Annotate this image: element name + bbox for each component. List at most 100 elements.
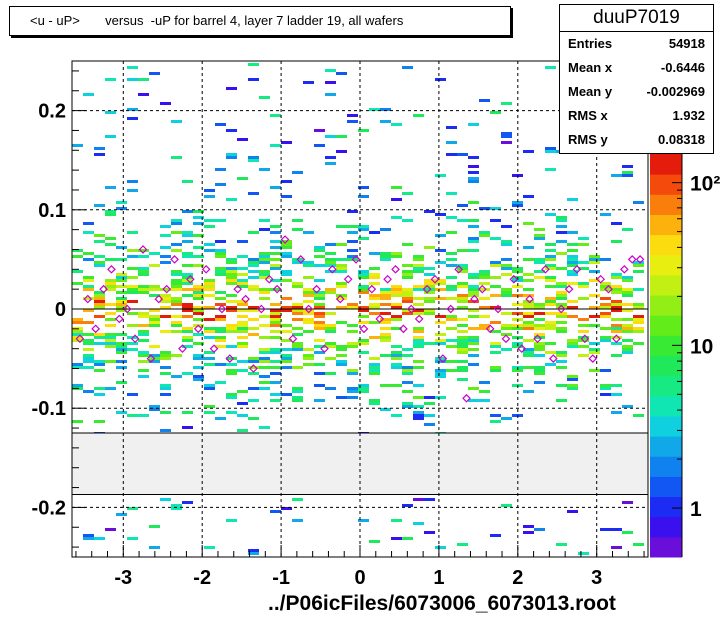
histogram-cell — [490, 534, 501, 537]
histogram-cell — [523, 303, 534, 306]
histogram-cell — [512, 279, 523, 282]
histogram-cell — [589, 315, 600, 318]
histogram-cell — [479, 288, 490, 291]
histogram-cell — [556, 315, 567, 318]
histogram-cell — [369, 336, 380, 339]
histogram-cell — [578, 345, 589, 348]
x-tick-label: 0 — [354, 567, 365, 589]
histogram-cell — [303, 309, 314, 312]
histogram-cell — [501, 141, 512, 144]
histogram-cell — [105, 210, 116, 213]
histogram-cell — [633, 342, 644, 345]
histogram-cell — [127, 348, 138, 351]
histogram-cell — [589, 342, 600, 345]
histogram-cell — [611, 288, 622, 291]
histogram-cell — [545, 303, 556, 306]
color-scale-segment — [650, 516, 682, 538]
histogram-cell — [391, 294, 402, 297]
histogram-cell — [160, 315, 171, 318]
histogram-cell — [182, 303, 193, 306]
histogram-cell — [611, 354, 622, 357]
histogram-cell — [325, 357, 336, 360]
histogram-cell — [446, 297, 457, 300]
histogram-cell — [534, 258, 545, 261]
histogram-cell — [215, 381, 226, 384]
histogram-cell — [182, 309, 193, 312]
histogram-cell — [259, 291, 270, 294]
histogram-cell — [369, 540, 380, 543]
histogram-cell — [490, 219, 501, 222]
histogram-cell — [545, 255, 556, 258]
histogram-cell — [556, 384, 567, 387]
histogram-cell — [369, 276, 380, 279]
histogram-cell — [204, 327, 215, 330]
profile-point — [170, 255, 179, 264]
profile-point — [454, 264, 463, 274]
histogram-cell — [138, 315, 149, 318]
histogram-cell — [171, 330, 182, 333]
profile-point — [430, 274, 440, 284]
histogram-cell — [578, 267, 589, 270]
histogram-cell — [446, 141, 457, 144]
histogram-cell — [292, 333, 303, 336]
histogram-cell — [72, 366, 83, 369]
histogram-cell — [303, 318, 314, 321]
histogram-cell — [468, 156, 479, 159]
histogram-cell — [237, 300, 248, 303]
histogram-cell — [490, 276, 501, 279]
histogram-cell — [545, 285, 556, 288]
histogram-cell — [611, 336, 622, 339]
histogram-cell — [270, 264, 281, 267]
histogram-cell — [83, 339, 94, 342]
profile-point — [264, 274, 274, 284]
stats-value: 1.932 — [672, 108, 705, 123]
histogram-cell — [281, 393, 292, 396]
histogram-cell — [534, 312, 545, 315]
histogram-cell — [83, 333, 94, 336]
histogram-cell — [270, 279, 281, 282]
color-scale-segment — [650, 335, 682, 356]
histogram-cell — [116, 348, 127, 351]
histogram-cell — [523, 294, 534, 297]
histogram-cell — [204, 330, 215, 333]
histogram-cell — [501, 348, 512, 351]
histogram-cell — [446, 192, 457, 195]
histogram-cell — [226, 282, 237, 285]
histogram-cell — [567, 282, 578, 285]
profile-point — [438, 354, 448, 363]
histogram-cell — [446, 345, 457, 348]
histogram-cell — [402, 348, 413, 351]
histogram-cell — [358, 186, 369, 189]
histogram-cell — [358, 195, 369, 198]
histogram-cell — [413, 396, 424, 399]
histogram-cell — [468, 291, 479, 294]
histogram-cell — [182, 180, 193, 183]
histogram-cell — [94, 300, 105, 303]
histogram-cell — [468, 294, 479, 297]
histogram-cell — [501, 324, 512, 327]
histogram-cell — [391, 357, 402, 360]
profile-point — [217, 304, 227, 314]
histogram-cell — [215, 327, 226, 330]
histogram-cell — [138, 255, 149, 258]
histogram-cell — [534, 303, 545, 306]
histogram-cell — [358, 276, 369, 279]
histogram-cell — [336, 267, 347, 270]
histogram-cell — [270, 336, 281, 339]
histogram-cell — [149, 345, 160, 348]
histogram-cell — [369, 372, 380, 375]
histogram-cell — [424, 312, 435, 315]
histogram-cell — [611, 240, 622, 243]
histogram-cell — [391, 366, 402, 369]
histogram-cell — [171, 270, 182, 273]
histogram-cell — [182, 336, 193, 339]
histogram-cell — [336, 264, 347, 267]
histogram-cell — [347, 342, 358, 345]
profile-point — [572, 264, 582, 274]
profile-point — [225, 354, 235, 363]
histogram-cell — [369, 252, 380, 255]
histogram-cell — [215, 255, 226, 258]
histogram-cell — [523, 339, 534, 342]
profile-point — [564, 284, 574, 294]
histogram-cell — [193, 309, 204, 312]
